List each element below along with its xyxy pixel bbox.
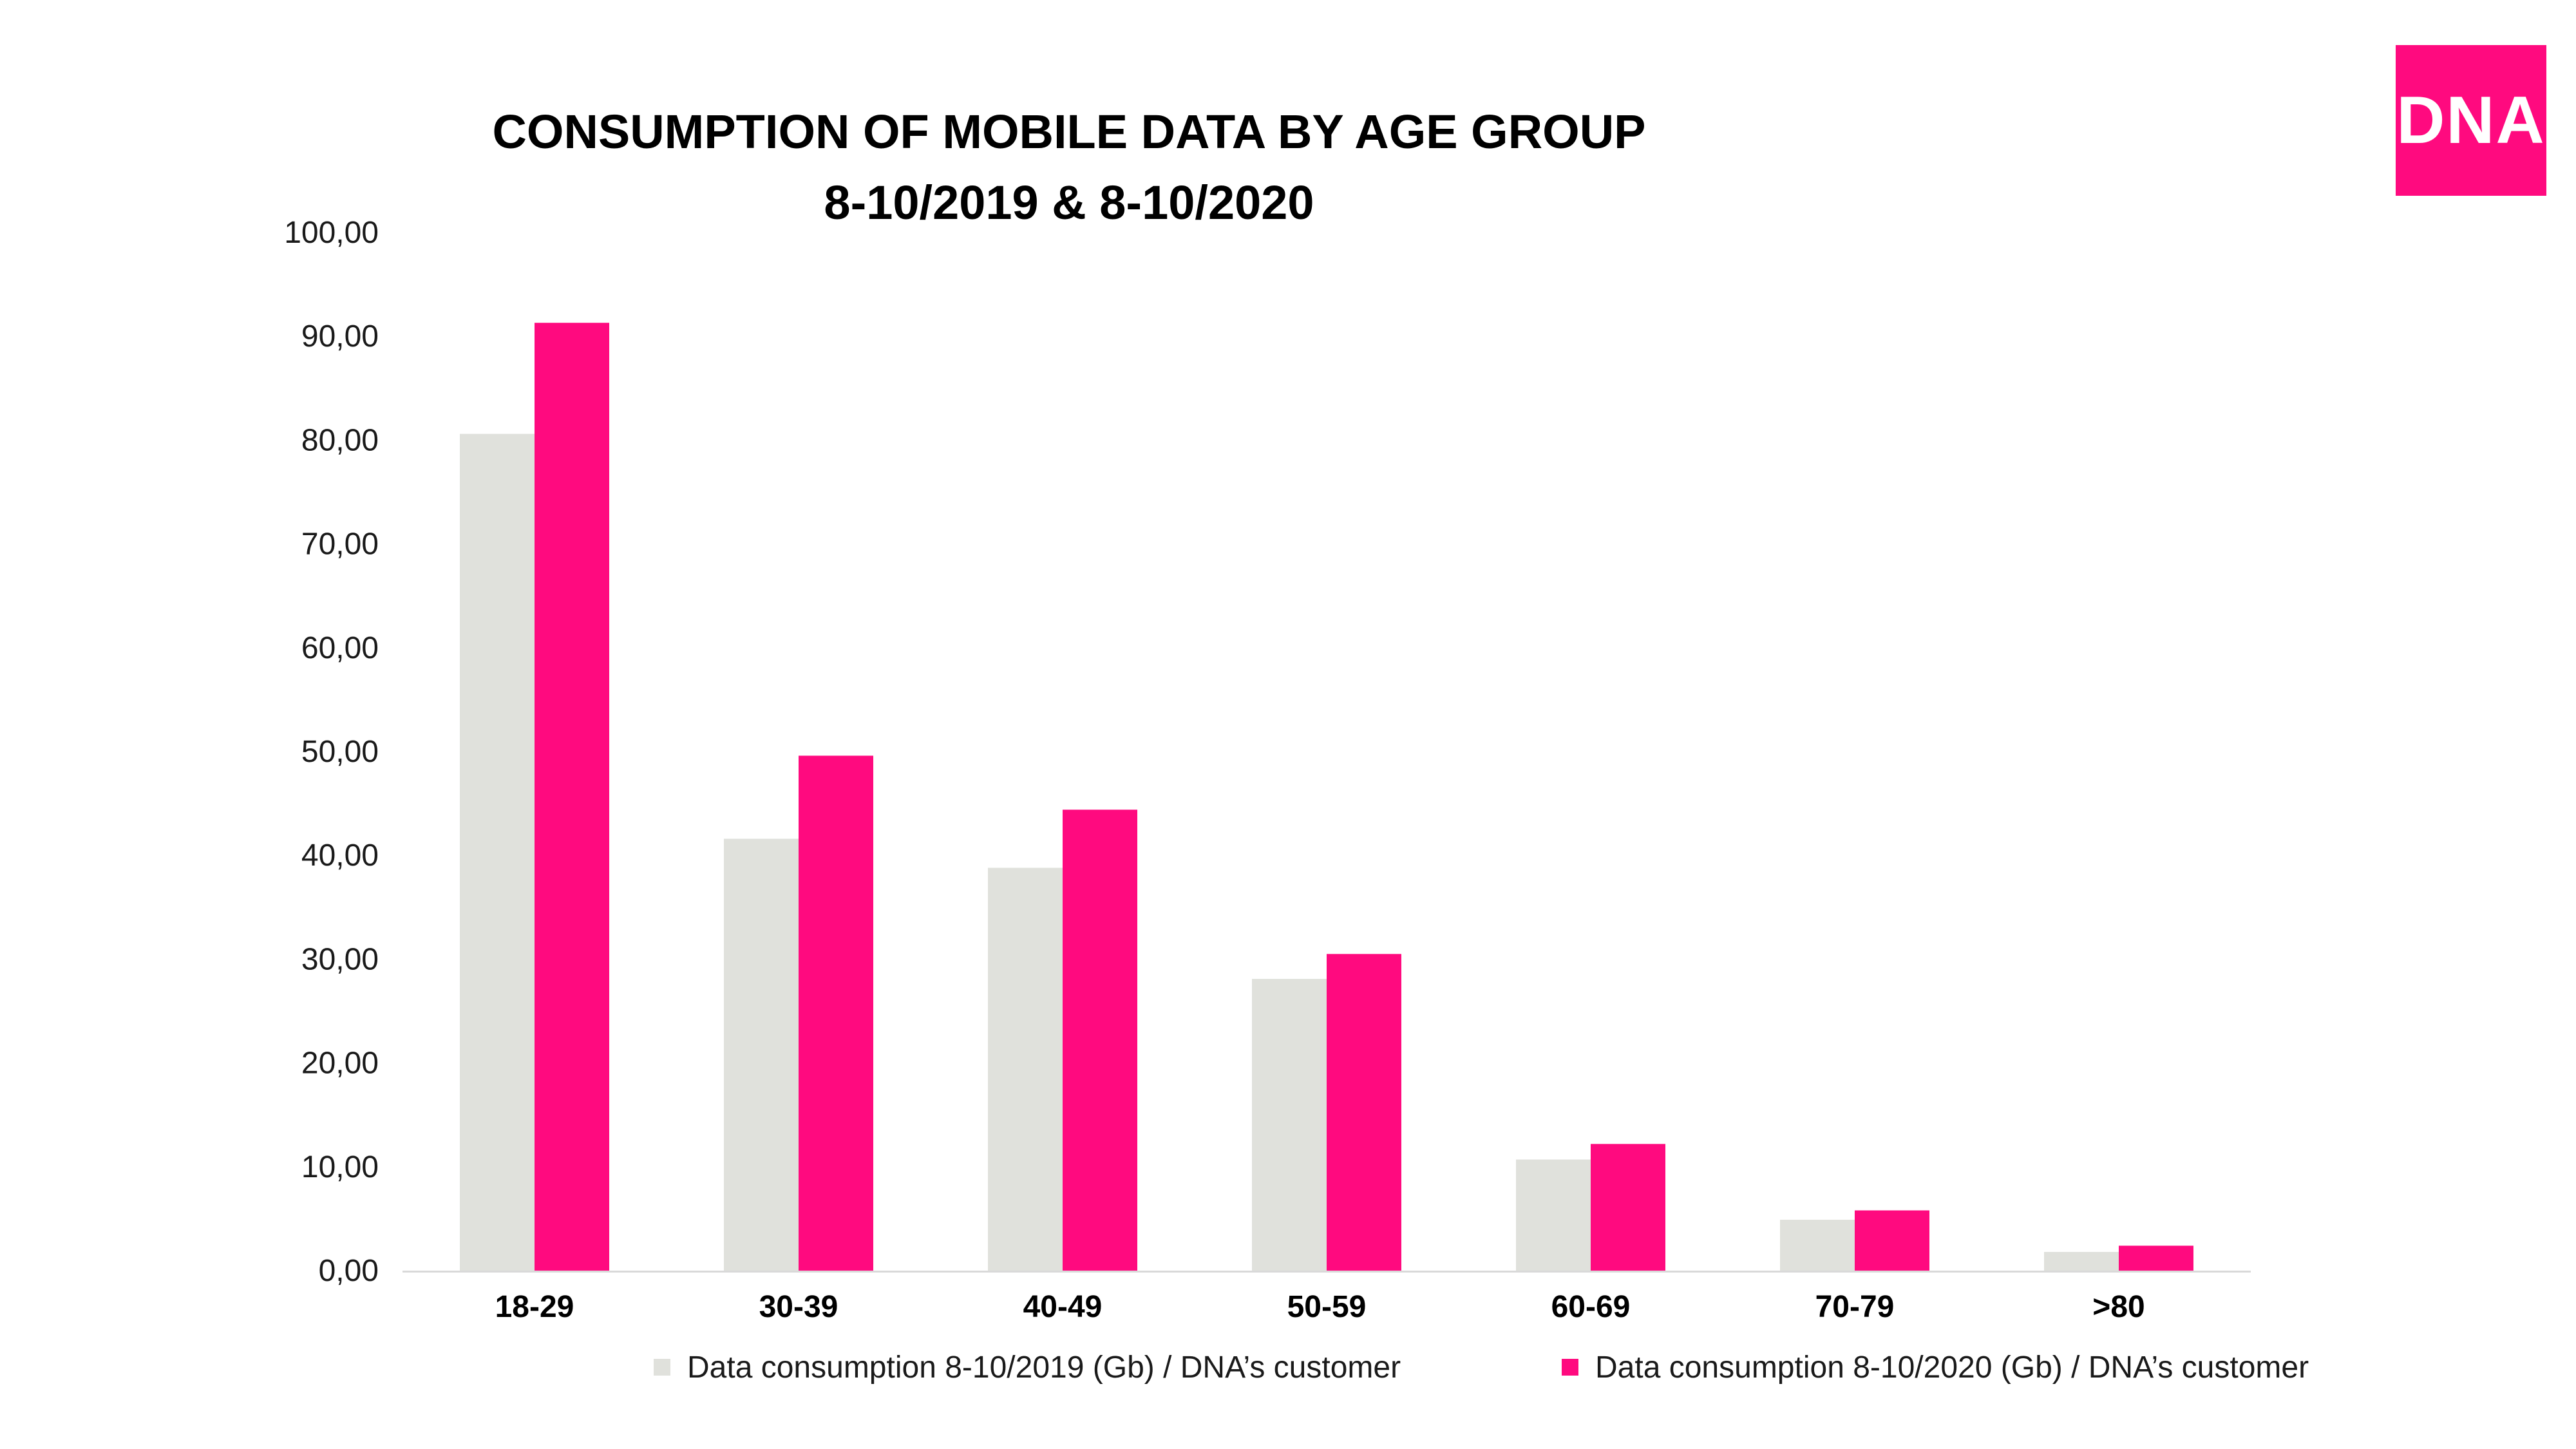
- chart-title: CONSUMPTION OF MOBILE DATA BY AGE GROUP …: [0, 97, 2138, 238]
- y-tick-label: 20,00: [301, 1046, 379, 1081]
- legend-label-2020: Data consumption 8-10/2020 (Gb) / DNA’s …: [1595, 1350, 2309, 1385]
- bar-2019-40-49: [988, 867, 1063, 1271]
- legend-item-2019: Data consumption 8-10/2019 (Gb) / DNA’s …: [654, 1345, 1401, 1390]
- legend-item-2020: Data consumption 8-10/2020 (Gb) / DNA’s …: [1562, 1345, 2309, 1390]
- legend-swatch-2019: [654, 1359, 670, 1376]
- bar-2020-18-29: [535, 323, 609, 1271]
- logo-text: DNA: [2396, 82, 2546, 158]
- bar-2020-40-49: [1063, 810, 1137, 1271]
- x-tick-label: 30-39: [759, 1290, 838, 1324]
- bar-2020->80: [2119, 1245, 2193, 1271]
- bar-2020-70-79: [1855, 1210, 1929, 1271]
- y-tick-label: 80,00: [301, 423, 379, 457]
- legend-label-2019: Data consumption 8-10/2019 (Gb) / DNA’s …: [687, 1350, 1401, 1385]
- y-tick-label: 70,00: [301, 527, 379, 562]
- y-tick-label: 60,00: [301, 631, 379, 665]
- bar-2019-50-59: [1252, 979, 1327, 1271]
- y-tick-label: 0,00: [319, 1254, 379, 1288]
- bar-2019-70-79: [1780, 1220, 1855, 1271]
- bar-2019->80: [2044, 1251, 2119, 1271]
- x-tick-label: 40-49: [1023, 1290, 1103, 1324]
- y-tick-label: 30,00: [301, 942, 379, 976]
- bar-2020-30-39: [799, 755, 873, 1271]
- bar-2020-50-59: [1327, 954, 1401, 1271]
- chart-title-line-1: CONSUMPTION OF MOBILE DATA BY AGE GROUP: [492, 105, 1646, 158]
- bar-2020-60-69: [1591, 1144, 1665, 1271]
- x-tick-label: >80: [2092, 1290, 2145, 1324]
- x-axis: 18-29 30-39 40-49 50-59 60-69 70-79 >80: [495, 1290, 2145, 1324]
- y-tick-label: 90,00: [301, 319, 379, 354]
- x-tick-label: 50-59: [1287, 1290, 1367, 1324]
- x-tick-label: 70-79: [1815, 1290, 1895, 1324]
- dna-logo: DNA: [2396, 45, 2546, 196]
- legend-swatch-2020: [1562, 1359, 1578, 1376]
- x-tick-label: 60-69: [1551, 1290, 1631, 1324]
- bars: [460, 323, 2193, 1271]
- bar-2019-18-29: [460, 433, 535, 1271]
- x-tick-label: 18-29: [495, 1290, 574, 1324]
- y-tick-label: 10,00: [301, 1150, 379, 1184]
- bar-2019-30-39: [724, 838, 799, 1271]
- y-tick-label: 40,00: [301, 838, 379, 873]
- bar-2019-60-69: [1516, 1159, 1591, 1271]
- y-axis: 0,00 10,00 20,00 30,00 40,00 50,00 60,00 70,00 8…: [284, 216, 379, 1288]
- chart-title-line-2: 8-10/2019 & 8-10/2020: [824, 176, 1314, 229]
- y-tick-label: 100,00: [284, 216, 379, 250]
- y-tick-label: 50,00: [301, 735, 379, 769]
